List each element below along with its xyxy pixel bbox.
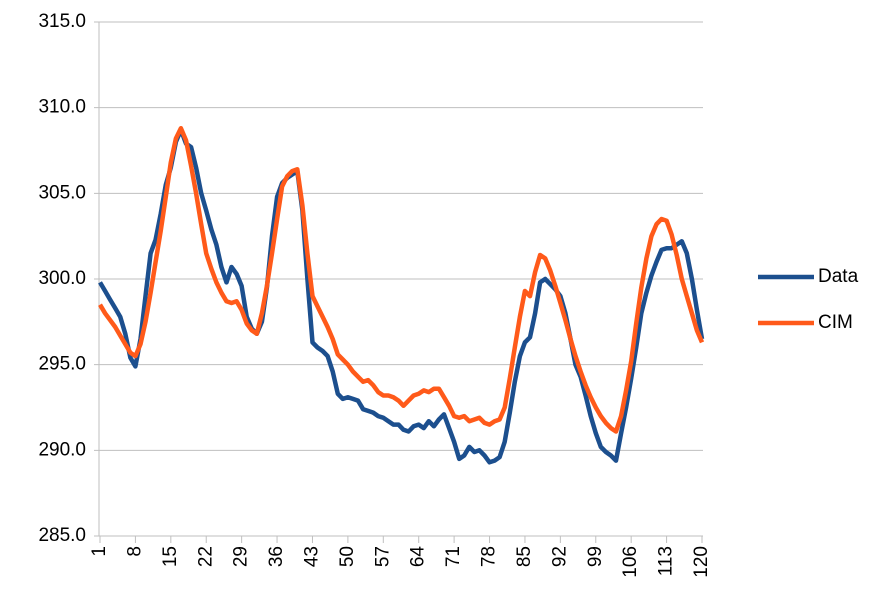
y-tick-label: 300.0 [38,268,86,289]
y-tick-label: 305.0 [38,182,86,203]
x-tick-label: 8 [124,546,145,557]
x-tick-label: 85 [514,546,535,567]
x-tick-label: 43 [301,546,322,567]
y-tick-label: 310.0 [38,97,86,118]
data-line [98,127,705,465]
x-tick-label: 120 [691,546,712,578]
x-tick-label: 22 [195,546,216,567]
x-tick-label: 64 [408,546,429,568]
legend-label: CIM [818,312,853,333]
y-tick-label: 285.0 [38,525,86,546]
data-line [98,125,705,434]
x-tick-label: 92 [549,546,570,567]
x-tick-label: 57 [372,546,393,567]
x-tick-label: 106 [620,546,641,578]
x-tick-label: 29 [231,546,252,567]
y-tick-label: 315.0 [38,11,86,32]
x-tick-label: 15 [160,546,181,567]
x-tick-label: 78 [479,546,500,567]
legend-label: Data [818,266,859,287]
x-tick-label: 50 [337,546,358,567]
y-tick-label: 290.0 [38,439,86,460]
x-tick-label: 99 [585,546,606,567]
x-tick-label: 113 [656,546,677,576]
x-tick-label: 71 [443,546,464,567]
y-tick-label: 295.0 [38,354,86,375]
x-tick-label: 1 [89,546,110,557]
x-tick-label: 36 [266,546,287,567]
